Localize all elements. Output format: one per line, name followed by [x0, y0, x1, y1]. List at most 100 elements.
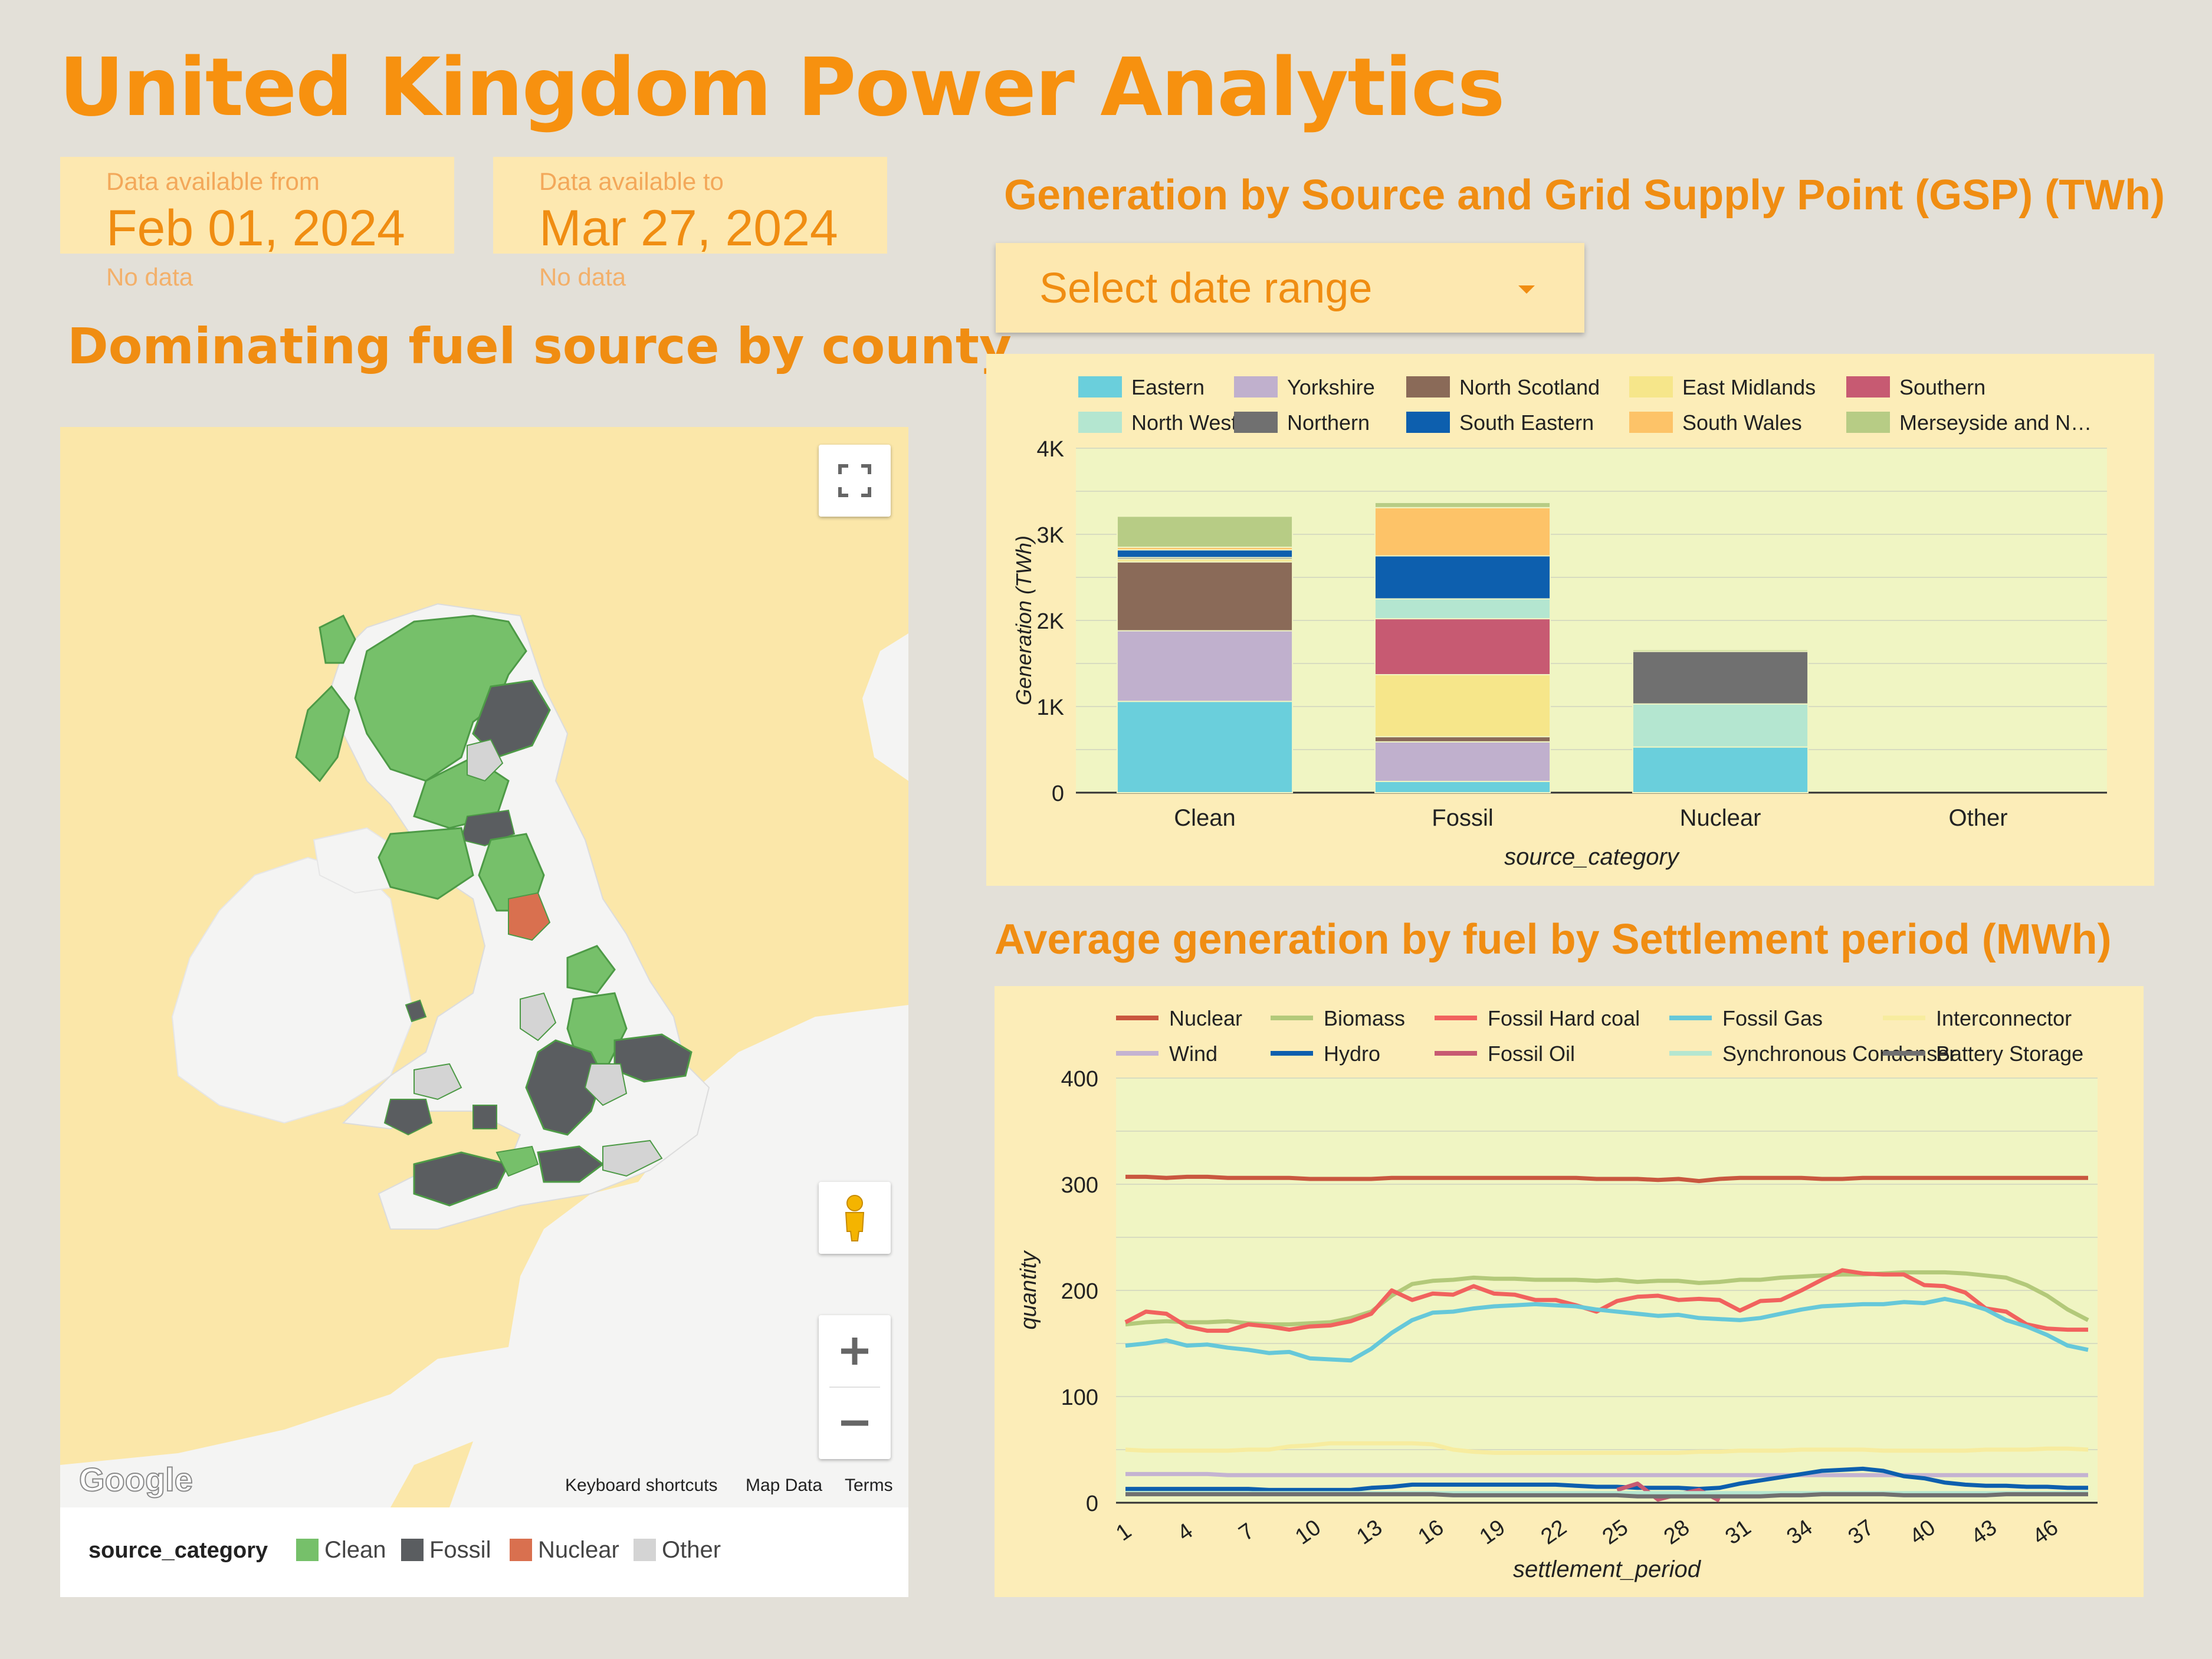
legend-swatch	[1629, 376, 1673, 397]
scorecard-label: Data available from	[106, 167, 320, 195]
legend-label: Yorkshire	[1287, 375, 1375, 399]
series-line	[1125, 1296, 2089, 1363]
x-tick-label: 34	[1783, 1515, 1817, 1550]
durham-nuclear	[508, 892, 551, 941]
bar-segment	[1374, 501, 1551, 508]
legend-swatch	[1234, 376, 1278, 397]
x-tick-label: 16	[1414, 1515, 1449, 1550]
chevron-down-icon	[1518, 285, 1535, 294]
aberdeen-fossil	[472, 679, 551, 758]
x-tick-label: 13	[1352, 1515, 1387, 1550]
bar-segment	[1632, 649, 1809, 652]
europe-landmass	[449, 1005, 908, 1507]
lancs-other	[520, 992, 557, 1042]
map-legend-title: source_category	[88, 1538, 268, 1563]
x-tick-label: 7	[1235, 1519, 1259, 1546]
suffolk-other	[584, 1063, 628, 1106]
date-range-label: Select date range	[1039, 265, 1373, 312]
legend-label: Northern	[1287, 410, 1370, 435]
legend-swatch	[1234, 412, 1278, 433]
county-map[interactable]: Google Keyboard shortcuts Map Data Terms	[60, 427, 908, 1507]
legend-swatch	[634, 1539, 656, 1561]
map-data-link[interactable]: Map Data	[746, 1476, 823, 1495]
map-legend: source_category Clean Fossil Nuclear Oth…	[60, 1507, 908, 1597]
scorecard-data-from: Data available from Feb 01, 2024 No data	[60, 157, 454, 291]
gsp-bar-chart: 0 1K 2K 3K 4K Clean Fossil Nuclear Other source_c…	[1012, 375, 2107, 870]
x-axis-title: settlement_period	[1513, 1556, 1702, 1582]
map-canvas[interactable]	[60, 427, 908, 1507]
y-tick-label: 300	[1061, 1173, 1098, 1198]
zoom-out-button[interactable]	[819, 1387, 891, 1459]
x-tick-label: 25	[1598, 1515, 1633, 1550]
x-tick-label: 37	[1844, 1515, 1879, 1550]
legend-label: Nuclear	[538, 1537, 619, 1563]
y-axis-title: Generation (TWh)	[1012, 536, 1036, 705]
y-tick-label: 4K	[1037, 437, 1064, 462]
y-tick-label: 2K	[1037, 609, 1064, 634]
series-line	[1125, 1174, 2088, 1184]
bar-segment	[1374, 555, 1551, 600]
legend-label: Eastern	[1131, 375, 1205, 399]
gsp-chart-title: Generation by Source and Grid Supply Poi…	[1004, 172, 2165, 219]
legend-swatch	[1846, 376, 1890, 397]
kent-other	[602, 1139, 663, 1177]
settlement-line-chart: 0 100 200 300 400 1 4 7 10 13 16 19 22 25 28 31 34 37 40 43…	[1016, 1006, 2098, 1582]
legend-swatch	[1629, 412, 1673, 433]
legend-label: Southern	[1899, 375, 1985, 399]
bar-segment	[1116, 515, 1294, 548]
x-tick-label: 10	[1291, 1515, 1325, 1550]
terms-link[interactable]: Terms	[845, 1476, 893, 1495]
legend-label: Fossil Hard coal	[1488, 1006, 1640, 1030]
map-legend-item: Nuclear	[510, 1537, 619, 1563]
bar-segment	[1632, 746, 1809, 793]
bar-segment	[1374, 781, 1551, 794]
x-tick-label: 1	[1111, 1519, 1135, 1546]
page-title: United Kingdom Power Analytics	[59, 41, 1505, 134]
legend-swatch	[296, 1539, 319, 1561]
y-tick-label: 400	[1061, 1067, 1098, 1092]
keyboard-shortcuts-link[interactable]: Keyboard shortcuts	[565, 1476, 718, 1495]
france-coast	[60, 1347, 508, 1507]
pegman-icon	[845, 1195, 865, 1241]
legend-swatch	[1078, 376, 1122, 397]
map-legend-item: Other	[634, 1537, 721, 1563]
bar-segment	[1374, 674, 1551, 738]
series-line	[1124, 1268, 2088, 1333]
fullscreen-icon	[838, 464, 871, 497]
bar-segment	[1374, 736, 1551, 743]
x-tick-label: 22	[1537, 1515, 1571, 1550]
date-range-dropdown[interactable]: Select date range	[996, 243, 1584, 333]
legend-swatch	[1406, 376, 1450, 397]
scotland-south	[378, 827, 474, 900]
legend-label: Wind	[1169, 1042, 1217, 1066]
scorecard-subtext: No data	[539, 263, 626, 291]
southwest-fossil	[413, 1151, 510, 1207]
settlement-chart-panel: 0 100 200 300 400 1 4 7 10 13 16 19 22 25 28 31 34 37 40 43…	[995, 986, 2144, 1597]
settlement-chart-title: Average generation by fuel by Settlement…	[995, 916, 2112, 963]
street-view-button[interactable]	[819, 1182, 891, 1254]
legend-label: Other	[662, 1537, 721, 1563]
series-line	[1125, 1270, 2089, 1327]
bar-segment	[1116, 549, 1294, 559]
scorecard-value: Mar 27, 2024	[539, 200, 838, 257]
y-tick-label: 0	[1052, 781, 1064, 806]
y-tick-label: 3K	[1037, 523, 1064, 548]
yorkshire-clean	[566, 945, 616, 994]
y-axis-title: quantity	[1016, 1250, 1041, 1329]
legend-label: South Eastern	[1459, 410, 1594, 435]
zoom-in-icon	[841, 1338, 868, 1365]
legend-label: North Scotland	[1459, 375, 1600, 399]
bar-segment	[1632, 703, 1809, 748]
scorecard-value: Feb 01, 2024	[106, 200, 405, 257]
fullscreen-button[interactable]	[819, 445, 891, 517]
bristol-fossil	[472, 1105, 497, 1129]
legend-label: Fossil Oil	[1488, 1042, 1575, 1066]
bar-segment	[1116, 701, 1294, 793]
zoom-in-button[interactable]	[819, 1315, 891, 1387]
zoom-out-icon	[841, 1420, 868, 1426]
legend-swatch	[1078, 412, 1122, 433]
legend-label: Fossil Gas	[1722, 1006, 1823, 1030]
dorset-clean	[495, 1145, 539, 1177]
legend-label: Biomass	[1324, 1006, 1405, 1030]
y-tick-label: 0	[1086, 1492, 1098, 1516]
